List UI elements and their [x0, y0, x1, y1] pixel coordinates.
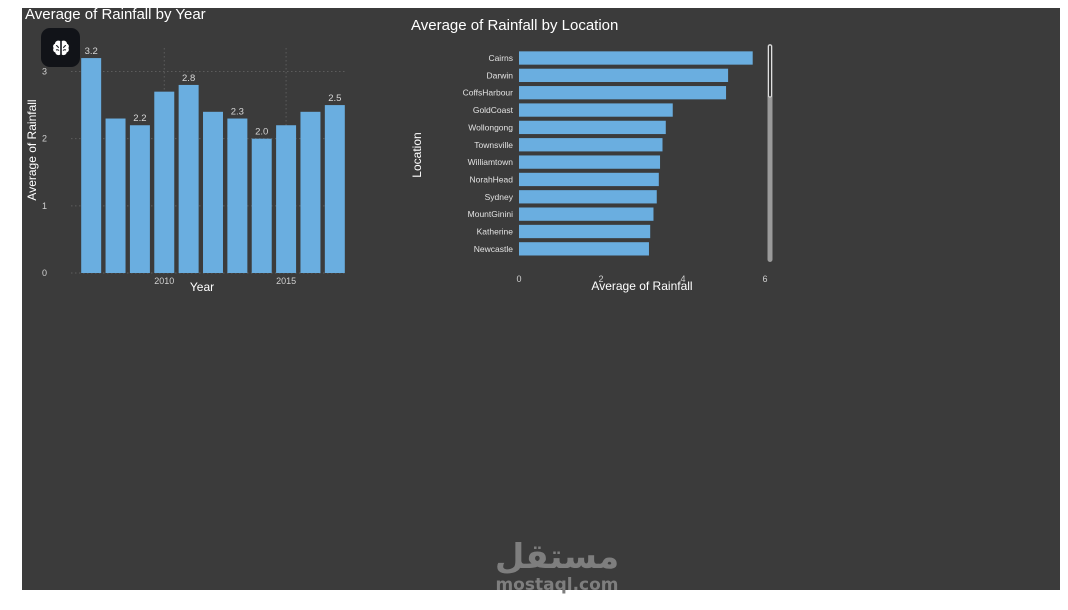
location-category-label: Darwin — [487, 70, 514, 80]
location-scrollbar-track[interactable] — [767, 44, 773, 262]
year-rainfall-chart: 3.2 2.2 2.8 2.3 2.0 2.5 0 1 2 3 2010 2015 Year Av… — [25, 46, 347, 294]
year-bar[interactable] — [276, 125, 297, 274]
year-xtick-label: 2010 — [154, 276, 174, 286]
ai-insights-button[interactable] — [41, 28, 80, 67]
location-bar[interactable] — [519, 120, 666, 135]
location-category-label: NorahHead — [470, 174, 514, 184]
year-data-label: 2.2 — [133, 113, 146, 124]
year-ytick-label: 0 — [42, 268, 47, 278]
year-bar[interactable] — [227, 118, 248, 273]
year-bar[interactable] — [300, 111, 321, 273]
year-ytick-label: 1 — [42, 201, 47, 211]
year-bar[interactable] — [251, 138, 272, 273]
location-category-label: Cairns — [488, 53, 513, 63]
location-category-label: Newcastle — [474, 244, 513, 254]
location-xtick-label: 0 — [516, 274, 521, 284]
location-bar[interactable] — [519, 172, 659, 187]
location-scrollbar-thumb[interactable] — [768, 44, 772, 98]
location-bar[interactable] — [519, 207, 654, 221]
location-xtick-label: 4 — [680, 274, 685, 284]
brain-icon — [52, 40, 69, 55]
location-xtick-label: 6 — [762, 274, 767, 284]
location-chart-xlabel: Average of Rainfall — [591, 279, 692, 293]
report-canvas: Average of Rainfall by Year Average of R… — [22, 6, 1060, 594]
year-ytick-label: 3 — [42, 67, 47, 77]
location-bar[interactable] — [519, 138, 663, 152]
year-bar[interactable] — [324, 105, 345, 273]
year-bar[interactable] — [105, 118, 126, 273]
year-data-label: 3.2 — [85, 46, 98, 57]
year-ytick-label: 2 — [42, 134, 47, 144]
year-bar[interactable] — [129, 125, 150, 274]
location-category-label: GoldCoast — [473, 105, 514, 115]
location-bar[interactable] — [519, 190, 657, 204]
watermark: مستقل mostaql.com — [462, 538, 652, 594]
watermark-latin: mostaql.com — [495, 575, 619, 595]
year-bar[interactable] — [154, 91, 175, 274]
year-chart-xlabel: Year — [190, 280, 214, 294]
year-chart-ylabel: Average of Rainfall — [25, 99, 39, 200]
year-data-label: 2.8 — [182, 73, 195, 84]
year-bar[interactable] — [178, 84, 199, 273]
location-xtick-label: 2 — [598, 274, 603, 284]
watermark-arabic: مستقل — [494, 537, 620, 577]
year-data-label: 2.5 — [328, 93, 341, 104]
year-data-label: 2.3 — [231, 107, 244, 118]
year-bar[interactable] — [81, 58, 102, 273]
year-data-label: 2.0 — [255, 127, 268, 138]
location-category-label: Wollongong — [468, 122, 513, 132]
location-bar[interactable] — [519, 242, 649, 256]
location-bar[interactable] — [519, 86, 727, 100]
location-category-label: MountGinini — [468, 209, 513, 219]
year-chart-title: Average of Rainfall by Year — [25, 6, 206, 23]
location-rainfall-chart: Cairns Darwin CoffsHarbour GoldCoast Wollong… — [410, 44, 773, 293]
location-bar[interactable] — [519, 103, 673, 117]
location-bar[interactable] — [519, 155, 661, 169]
location-category-label: CoffsHarbour — [463, 88, 514, 98]
location-chart-ylabel: Location — [410, 132, 424, 177]
location-category-label: Katherine — [477, 227, 514, 237]
location-chart-title: Average of Rainfall by Location — [411, 17, 619, 34]
location-bar[interactable] — [519, 68, 729, 82]
year-xtick-label: 2015 — [276, 276, 296, 286]
location-category-label: Sydney — [485, 192, 514, 202]
location-category-label: Williamtown — [468, 157, 514, 167]
location-bar[interactable] — [519, 224, 651, 239]
year-bar[interactable] — [203, 111, 223, 273]
location-category-label: Townsville — [474, 140, 513, 150]
location-bar[interactable] — [519, 51, 753, 65]
